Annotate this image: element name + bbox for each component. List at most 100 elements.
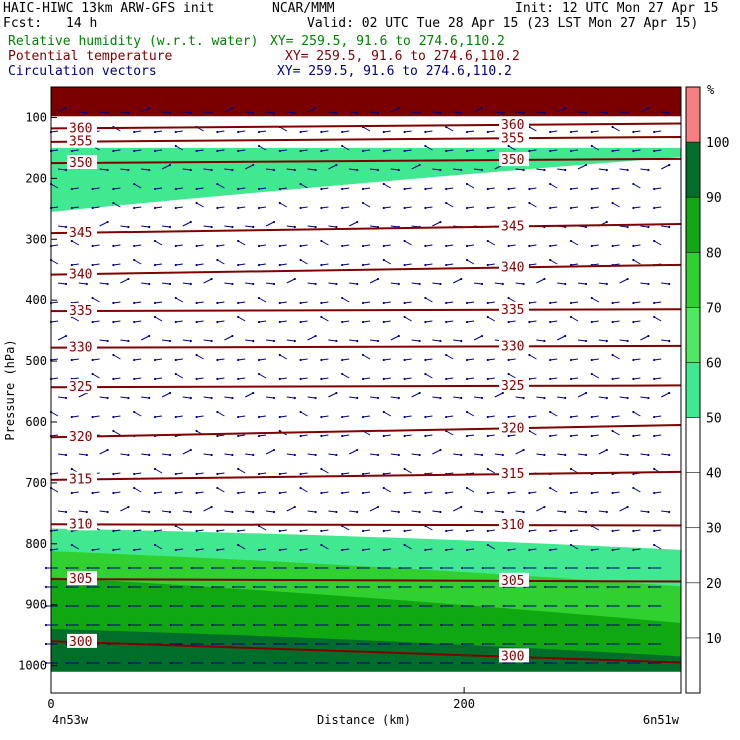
y-tick-label: 100 [25, 110, 47, 124]
vector-arrow [425, 297, 433, 303]
vector-arrow-head [605, 220, 608, 224]
vector-arrow-head [107, 604, 110, 608]
vector-arrow-head [216, 434, 219, 438]
vector-arrow-head [564, 282, 567, 286]
vector-arrow-head [64, 106, 68, 110]
vector-arrow-head [356, 661, 360, 665]
vector-arrow-head [564, 623, 568, 627]
vector-arrow [321, 358, 329, 361]
vector-arrow-head [320, 301, 323, 305]
vector-arrow [196, 202, 204, 208]
theta-label-bg [67, 516, 97, 531]
vector-arrow-head [585, 642, 588, 646]
vector-arrow [154, 377, 163, 380]
vector-arrow [591, 415, 599, 418]
vector-arrow-head [211, 604, 214, 608]
vector-arrow-head [169, 661, 172, 665]
vector-arrow [342, 206, 350, 209]
vector-arrow [141, 282, 150, 285]
vector-arrow-head [341, 206, 344, 210]
vector-arrow [640, 107, 649, 113]
vector-arrow [71, 206, 79, 209]
vector-arrow [487, 240, 496, 246]
vector-arrow-head [315, 604, 318, 608]
vector-arrow [140, 335, 150, 341]
vector-arrow-head [465, 301, 469, 305]
vector-arrow [466, 301, 475, 304]
vector-arrow [383, 411, 392, 417]
vector-arrow-head [112, 149, 115, 153]
vector-arrow-head [257, 320, 261, 324]
vector-arrow-head [584, 510, 588, 514]
vector-arrow-head [153, 415, 157, 419]
vector-arrow-head [232, 642, 235, 646]
vector-arrow-head [528, 201, 531, 205]
vector-arrow [71, 301, 79, 304]
vector-arrow [258, 244, 267, 247]
vector-arrow [99, 282, 108, 285]
vector-arrow [300, 377, 308, 380]
vector-arrow-head [465, 244, 469, 248]
vector-arrow [654, 415, 662, 418]
vector-arrow [612, 415, 620, 418]
vector-arrow-head [231, 453, 234, 457]
vector-arrow-head [64, 510, 68, 514]
vector-arrow-head [445, 187, 448, 191]
vector-arrow-head [361, 529, 365, 533]
vector-arrow-head [356, 642, 360, 646]
vector-arrow [432, 168, 441, 171]
vector-arrow-head [419, 566, 422, 570]
vector-arrow [113, 430, 121, 436]
vector-arrow [404, 358, 412, 361]
vector-arrow-head [190, 604, 193, 608]
vector-arrow-head [507, 548, 510, 552]
vector-arrow-head [341, 548, 344, 552]
vector-arrow-head [216, 358, 219, 362]
vector-arrow [238, 358, 246, 361]
vector-arrow [341, 297, 350, 303]
theta-label-325: 325 [501, 379, 524, 394]
vector-arrow-head [112, 320, 115, 324]
vector-arrow-head [356, 566, 360, 570]
vector-arrow-head [403, 543, 406, 547]
vector-arrow-head [564, 168, 567, 172]
vector-arrow [487, 434, 495, 437]
vector-arrow [383, 377, 391, 380]
vector-arrow [175, 548, 183, 551]
vector-arrow-head [70, 358, 73, 362]
vector-arrow-head [86, 661, 89, 665]
vector-arrow [307, 168, 316, 171]
vector-arrow-head [465, 410, 469, 414]
vector-arrow-head [590, 358, 593, 362]
vector-arrow-head [361, 201, 365, 205]
vector-arrow-head [403, 491, 406, 495]
vector-arrow-head [153, 149, 157, 153]
vector-arrow [258, 206, 267, 209]
vector-arrow [258, 415, 267, 418]
vector-arrow-head [133, 244, 136, 248]
vector-arrow [529, 149, 537, 152]
vector-arrow-head [569, 149, 573, 153]
vector-arrow [549, 411, 558, 417]
vector-arrow-head [397, 106, 400, 110]
vector-arrow-head [647, 168, 650, 172]
vector-arrow-head [382, 206, 385, 210]
vector-arrow-head [465, 149, 469, 153]
vector-arrow [550, 244, 558, 247]
vector-arrow [321, 206, 329, 209]
y-tick-label: 300 [25, 232, 47, 246]
vector-arrow-head [91, 320, 94, 324]
vector-arrow [404, 377, 412, 380]
vector-arrow [591, 206, 599, 209]
theta-label-345: 345 [69, 226, 92, 241]
theta-label-350: 350 [69, 156, 92, 171]
vector-arrow [258, 434, 267, 437]
vector-arrow-head [148, 453, 151, 457]
vector-arrow [529, 263, 537, 266]
vector-arrow-head [611, 415, 614, 419]
vector-arrow-head [320, 149, 323, 153]
vector-arrow [529, 354, 537, 360]
vector-arrow [570, 301, 579, 304]
vector-arrow [452, 278, 462, 284]
